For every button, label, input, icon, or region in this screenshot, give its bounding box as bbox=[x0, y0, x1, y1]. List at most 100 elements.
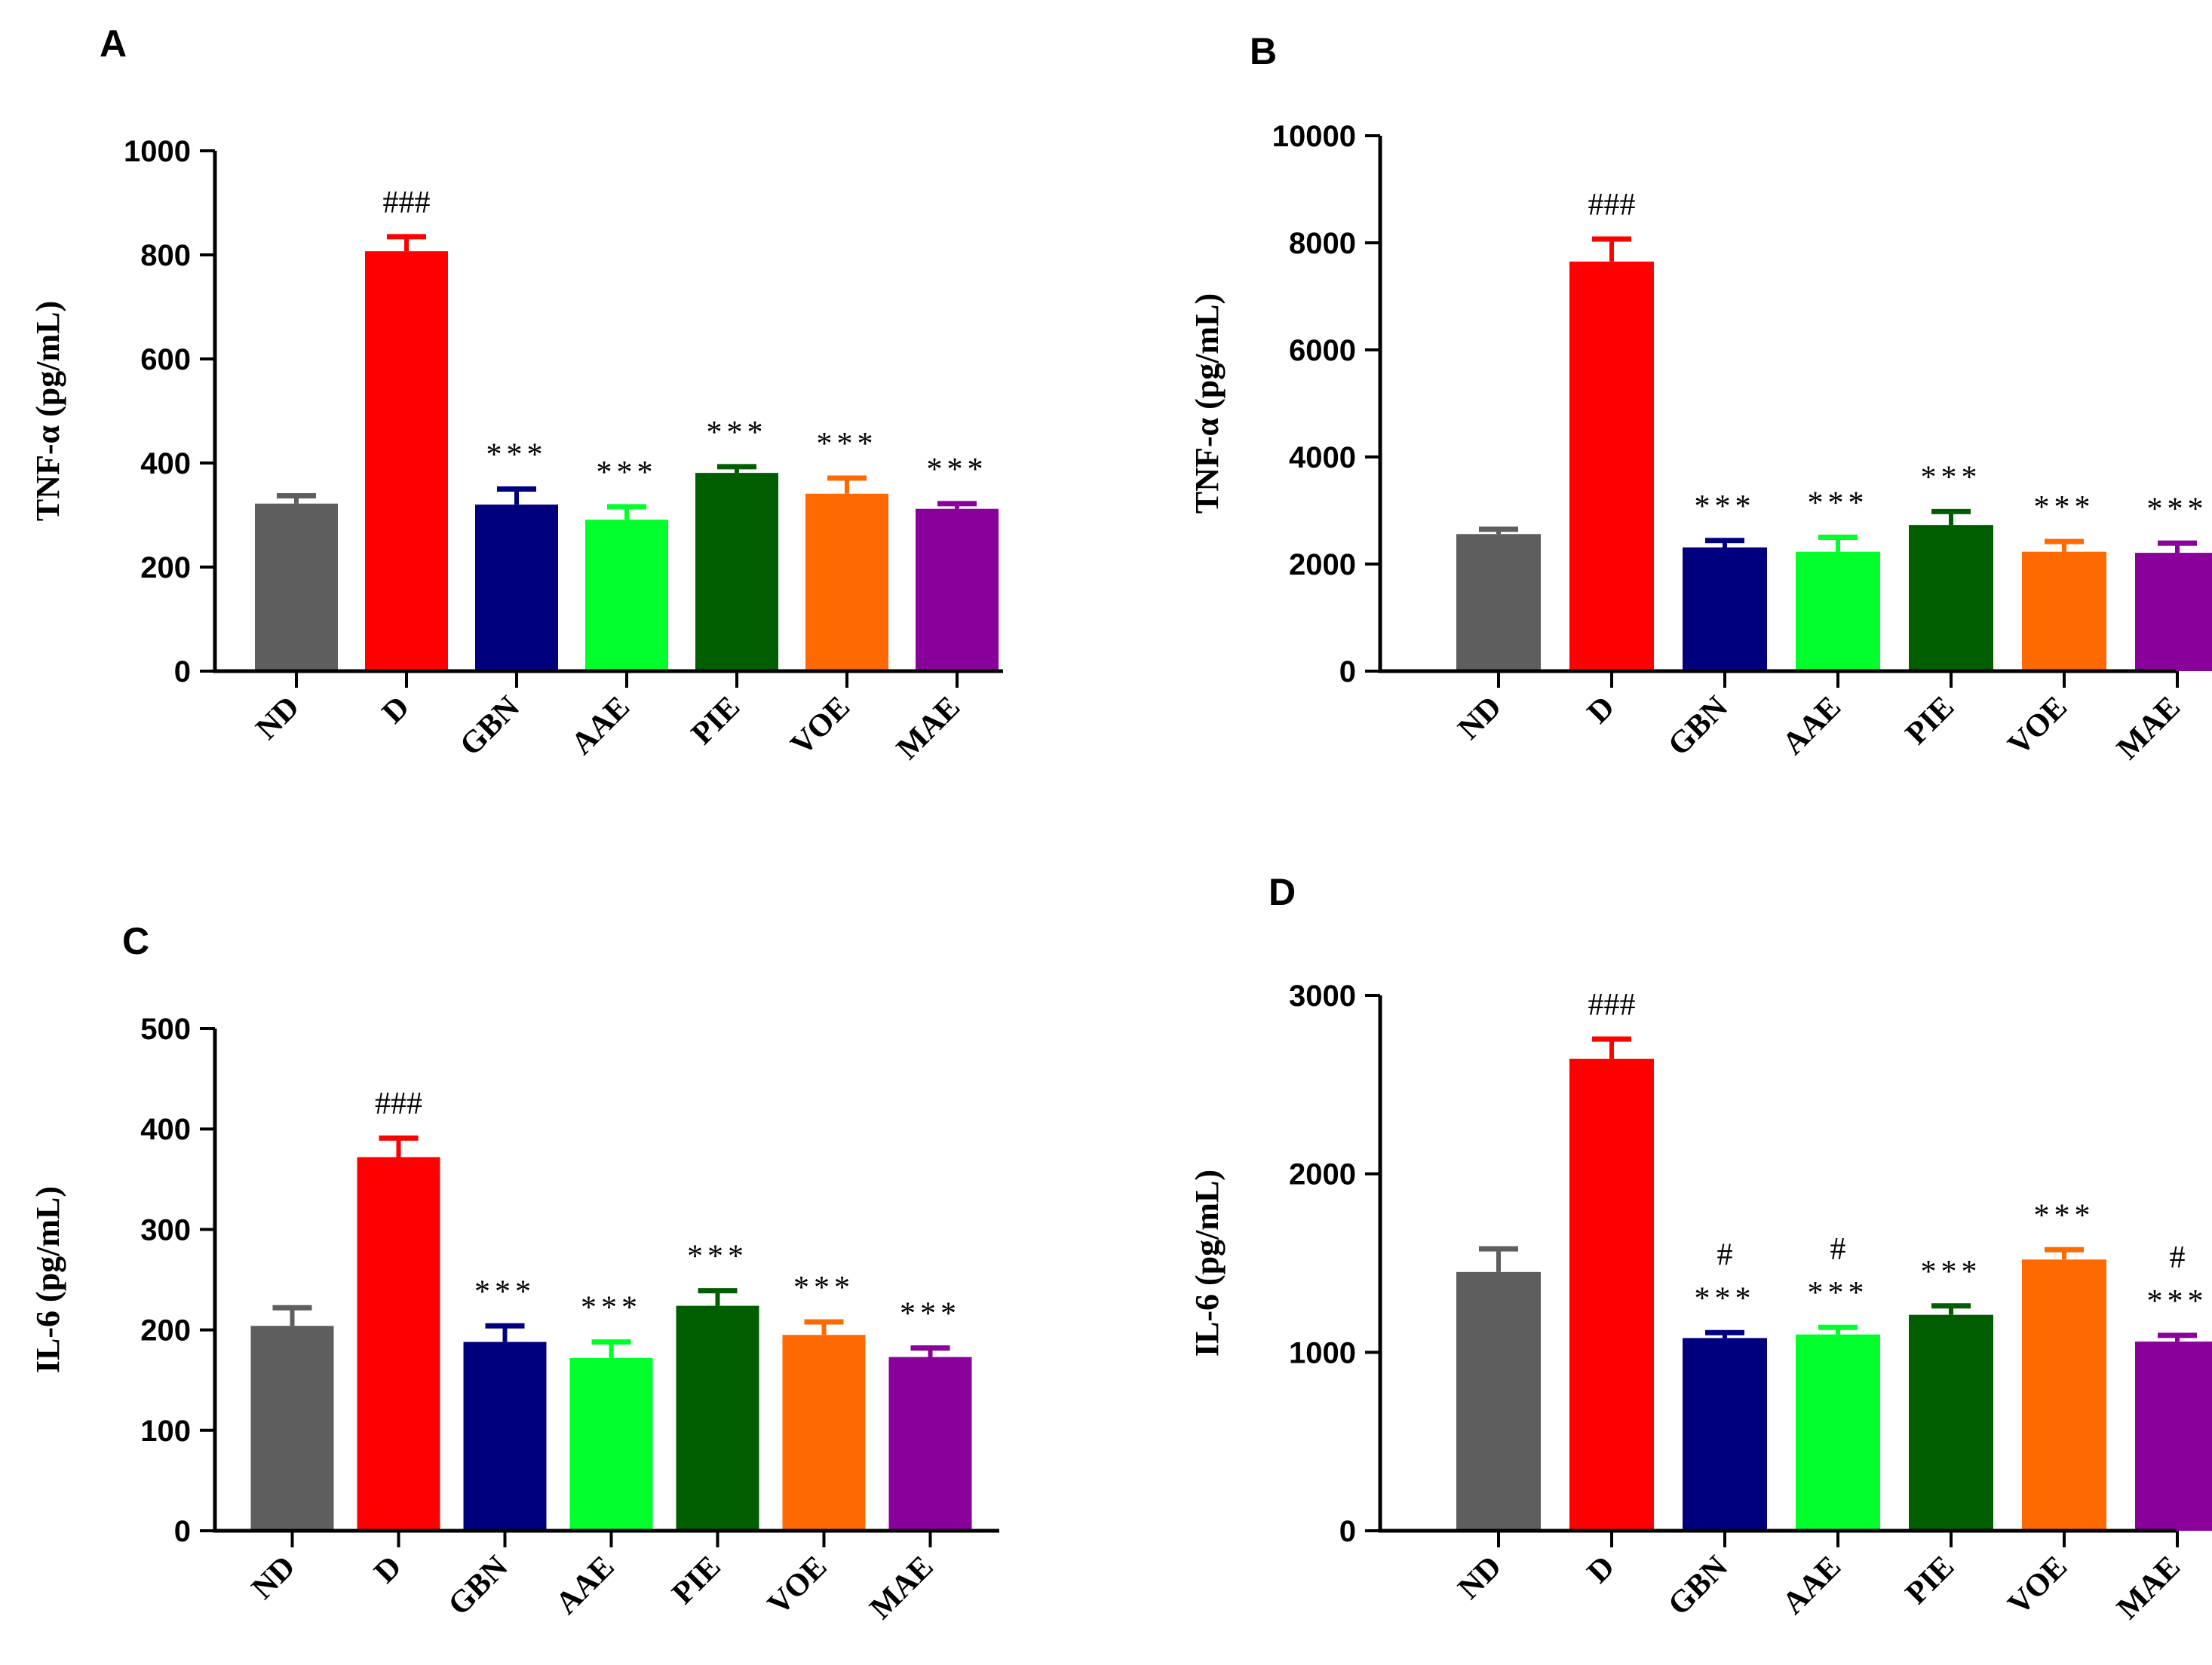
category-label: AAE bbox=[549, 1550, 621, 1621]
category-label: MAE bbox=[2110, 690, 2187, 767]
bar-mae bbox=[2135, 553, 2212, 671]
bar-pie bbox=[1909, 1314, 1993, 1531]
bar-mae bbox=[916, 508, 999, 671]
category-label: PIE bbox=[1899, 690, 1961, 752]
significance-mark: # bbox=[1717, 1237, 1733, 1272]
significance-mark: *** bbox=[581, 1291, 642, 1326]
bar-nd bbox=[1456, 534, 1541, 671]
panel-letter: A bbox=[100, 23, 127, 65]
y-tick-label: 0 bbox=[174, 655, 191, 688]
significance-mark: *** bbox=[1808, 1276, 1869, 1311]
panel-d: D IL-6 (pg/mL) ND ### D # *** GBN # *** AAE *** PIE *… bbox=[1189, 871, 2212, 1626]
category-label: VOE bbox=[2002, 1550, 2074, 1622]
y-axis-label: IL-6 (pg/mL) bbox=[1189, 1170, 1226, 1357]
significance-mark: *** bbox=[793, 1271, 854, 1305]
category-label: GBN bbox=[442, 1550, 515, 1623]
category-label: ND bbox=[1452, 690, 1508, 747]
y-tick-label: 2000 bbox=[1289, 548, 1356, 581]
y-axis-label: IL-6 (pg/mL) bbox=[29, 1186, 66, 1373]
category-label: D bbox=[368, 1550, 409, 1590]
panel-c: C IL-6 (pg/mL) ND ### D *** GBN *** AAE *** PIE ***… bbox=[29, 920, 999, 1626]
bar-mae bbox=[888, 1357, 972, 1531]
bar-mae bbox=[2135, 1342, 2212, 1531]
bar-d bbox=[1569, 261, 1654, 672]
significance-mark: ### bbox=[1588, 188, 1636, 222]
category-label: AAE bbox=[1776, 690, 1848, 762]
significance-mark: # bbox=[2170, 1240, 2186, 1275]
significance-mark: *** bbox=[2034, 490, 2095, 525]
significance-mark: *** bbox=[687, 1240, 748, 1274]
category-label: D bbox=[376, 690, 416, 731]
bar-aae bbox=[585, 520, 668, 671]
bar-pie bbox=[676, 1305, 759, 1531]
y-tick-label: 400 bbox=[140, 1113, 191, 1146]
significance-mark: *** bbox=[1808, 486, 1869, 521]
significance-mark: ### bbox=[375, 1087, 422, 1121]
y-tick-label: 8000 bbox=[1289, 227, 1356, 260]
bar-gbn bbox=[475, 504, 558, 671]
bar-d bbox=[365, 251, 448, 671]
significance-mark: *** bbox=[597, 455, 658, 490]
y-tick-label: 600 bbox=[140, 343, 191, 376]
significance-mark: *** bbox=[707, 415, 768, 450]
category-label: D bbox=[1581, 1550, 1621, 1590]
y-axis-label: TNF-α (pg/mL) bbox=[1189, 293, 1226, 514]
significance-mark: ### bbox=[383, 186, 431, 220]
significance-mark: ### bbox=[1588, 988, 1636, 1023]
category-label: VOE bbox=[784, 690, 857, 762]
bar-nd bbox=[250, 1326, 334, 1531]
category-label: VOE bbox=[2002, 690, 2074, 762]
significance-mark: *** bbox=[817, 427, 878, 461]
y-tick-label: 0 bbox=[1339, 655, 1356, 688]
significance-mark: *** bbox=[900, 1297, 961, 1332]
bar-d bbox=[357, 1157, 440, 1531]
y-tick-label: 500 bbox=[140, 1013, 191, 1046]
y-tick-label: 6000 bbox=[1289, 334, 1356, 367]
y-tick-label: 2000 bbox=[1289, 1158, 1356, 1191]
category-label: PIE bbox=[1899, 1550, 1961, 1611]
bar-gbn bbox=[463, 1342, 547, 1531]
category-label: MAE bbox=[890, 690, 967, 767]
significance-mark: *** bbox=[2147, 1284, 2208, 1319]
y-tick-label: 200 bbox=[140, 1314, 191, 1348]
significance-mark: *** bbox=[1921, 460, 1982, 495]
category-label: MAE bbox=[2110, 1550, 2187, 1627]
bar-gbn bbox=[1683, 547, 1767, 671]
panel-letter: D bbox=[1269, 871, 1296, 913]
y-tick-label: 3000 bbox=[1289, 980, 1356, 1013]
significance-mark: *** bbox=[1695, 489, 1756, 524]
bar-pie bbox=[1909, 525, 1993, 671]
y-tick-label: 1000 bbox=[124, 135, 191, 168]
bar-nd bbox=[255, 503, 338, 671]
y-tick-label: 300 bbox=[140, 1213, 191, 1246]
y-tick-label: 0 bbox=[1339, 1515, 1356, 1548]
bar-voe bbox=[782, 1335, 866, 1531]
bar-pie bbox=[695, 473, 778, 671]
y-axis-label: TNF-α (pg/mL) bbox=[29, 301, 66, 521]
bar-voe bbox=[2022, 1259, 2106, 1531]
y-tick-label: 4000 bbox=[1289, 441, 1356, 474]
panel-b: B TNF-α (pg/mL) ND ### D *** GBN *** AAE *** PIE **… bbox=[1189, 30, 2212, 766]
category-label: ND bbox=[250, 690, 306, 747]
y-tick-label: 400 bbox=[140, 447, 191, 480]
category-label: GBN bbox=[1661, 690, 1735, 763]
significance-mark: *** bbox=[474, 1274, 535, 1309]
category-label: ND bbox=[245, 1550, 302, 1606]
significance-mark: *** bbox=[486, 438, 548, 473]
category-label: MAE bbox=[864, 1550, 940, 1627]
significance-mark: *** bbox=[2034, 1198, 2095, 1233]
bar-voe bbox=[2022, 551, 2106, 671]
category-label: AAE bbox=[565, 690, 637, 762]
significance-mark: *** bbox=[1921, 1255, 1982, 1289]
significance-mark: *** bbox=[2147, 492, 2208, 526]
category-label: VOE bbox=[761, 1550, 833, 1622]
category-label: GBN bbox=[1661, 1550, 1735, 1623]
y-tick-label: 0 bbox=[174, 1515, 191, 1548]
bar-aae bbox=[1796, 1334, 1880, 1531]
significance-mark: # bbox=[1830, 1232, 1846, 1267]
category-label: AAE bbox=[1776, 1550, 1848, 1621]
panel-letter: C bbox=[122, 920, 149, 962]
category-label: PIE bbox=[666, 1550, 728, 1611]
y-tick-label: 800 bbox=[140, 239, 191, 272]
